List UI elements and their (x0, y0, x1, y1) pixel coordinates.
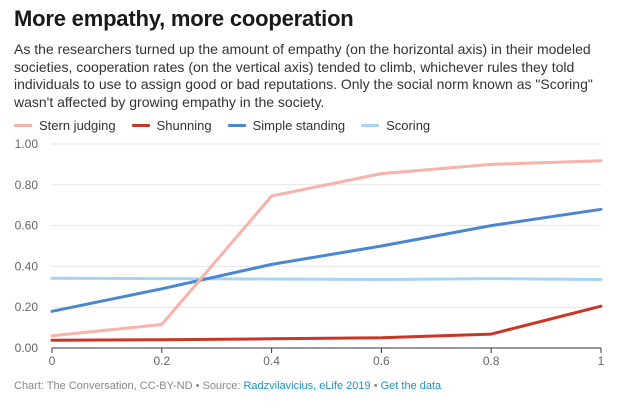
y-tick-label: 0.40 (15, 259, 39, 273)
legend-swatch-stern-judging (14, 124, 32, 127)
legend-label-simple-standing: Simple standing (252, 118, 346, 133)
y-tick-label: 1.00 (15, 137, 39, 151)
source-link[interactable]: Radzvilavicius, eLife 2019 (243, 380, 371, 392)
series-line-shunning (50, 304, 603, 342)
legend-item-simple-standing[interactable]: Simple standing (227, 118, 346, 133)
series-line-scoring (50, 276, 603, 281)
get-data-link[interactable]: Get the data (380, 380, 442, 392)
y-tick-label: 0.00 (15, 341, 39, 355)
chart-legend: Stern judging Shunning Simple standing S… (14, 118, 446, 133)
chart-footer: Chart: The Conversation, CC-BY-ND • Sour… (14, 380, 441, 392)
legend-swatch-simple-standing (227, 124, 246, 127)
legend-swatch-shunning (131, 124, 150, 127)
x-tick-label: 0.2 (153, 354, 170, 368)
legend-item-scoring[interactable]: Scoring (361, 118, 430, 133)
legend-item-shunning[interactable]: Shunning (131, 118, 212, 133)
series-line-stern-judging (50, 159, 603, 338)
x-tick-label: 0 (49, 354, 56, 368)
chart-title: More empathy, more cooperation (14, 6, 354, 31)
legend-label-shunning: Shunning (156, 118, 212, 133)
legend-label-stern-judging: Stern judging (39, 118, 116, 133)
y-tick-label: 0.80 (15, 178, 39, 192)
legend-item-stern-judging[interactable]: Stern judging (14, 118, 116, 133)
x-tick-label: 0.6 (373, 354, 390, 368)
legend-label-scoring: Scoring (386, 118, 431, 133)
y-tick-label: 0.20 (15, 300, 39, 314)
legend-swatch-scoring (361, 124, 380, 127)
series-line-simple-standing (50, 207, 603, 313)
x-tick-label: 1 (598, 354, 605, 368)
x-tick-label: 0.8 (483, 354, 500, 368)
y-tick-label: 0.60 (15, 219, 39, 233)
x-tick-label: 0.4 (263, 354, 280, 368)
chart-subtitle: As the researchers turned up the amount … (14, 41, 593, 110)
footer-separator: • (370, 380, 381, 392)
footer-credit: Chart: The Conversation, CC-BY-ND • Sour… (14, 380, 244, 392)
